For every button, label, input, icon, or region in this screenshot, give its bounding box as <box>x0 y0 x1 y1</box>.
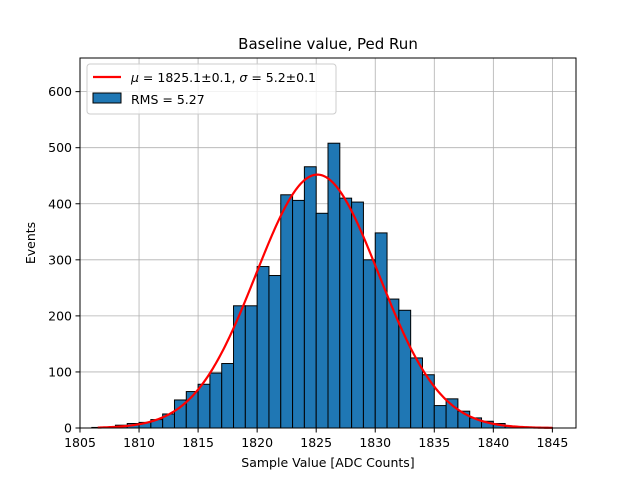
histogram-bars <box>91 142 553 429</box>
y-tick-label: 400 <box>48 196 72 211</box>
x-tick-label: 1845 <box>536 435 568 450</box>
x-tick-label: 1825 <box>300 435 332 450</box>
histogram-bar <box>209 372 223 429</box>
legend-fit-sigma-symbol: σ <box>239 70 248 85</box>
x-tick-label: 1835 <box>418 435 450 450</box>
histogram-bar <box>256 266 270 429</box>
x-axis-label: Sample Value [ADC Counts] <box>241 455 414 470</box>
gaussian-fit-curve <box>97 173 553 429</box>
histogram-bar <box>445 398 459 429</box>
y-tick-label: 600 <box>48 84 72 99</box>
x-tick-label: 1810 <box>123 435 155 450</box>
histogram-bar <box>197 383 211 429</box>
histogram-bar <box>280 194 294 429</box>
histogram-bar <box>292 199 305 429</box>
histogram-bar <box>244 305 258 429</box>
y-tick-label: 500 <box>48 140 72 155</box>
legend: μ = 1825.1±0.1, σ = 5.2±0.1 RMS = 5.27 <box>86 63 337 115</box>
histogram-bar <box>362 259 376 429</box>
histogram-bar <box>268 275 282 429</box>
x-tick-label: 1840 <box>477 435 509 450</box>
chart-title: Baseline value, Ped Run <box>238 35 418 53</box>
x-axis-ticks: 1805 1810 1815 1820 1825 1830 1835 1840 1845 <box>64 428 568 450</box>
y-axis-label: Events <box>23 222 38 264</box>
y-tick-label: 200 <box>48 308 72 323</box>
histogram-bar <box>433 405 447 429</box>
x-tick-label: 1805 <box>64 435 96 450</box>
x-tick-label: 1820 <box>241 435 273 450</box>
histogram-bar <box>327 142 341 429</box>
histogram-bar <box>315 212 329 429</box>
legend-fit-mu-symbol: μ <box>130 70 139 85</box>
legend-fit-mu-text: = 1825.1±0.1, <box>139 70 239 85</box>
x-tick-label: 1830 <box>359 435 391 450</box>
y-tick-label: 300 <box>48 252 72 267</box>
plot-frame <box>79 57 577 429</box>
histogram-bar <box>303 166 317 429</box>
histogram-bar <box>221 363 235 429</box>
legend-fit-sigma-text: = 5.2±0.1 <box>247 70 316 85</box>
legend-histogram-swatch <box>92 92 122 104</box>
histogram-bar <box>374 232 388 429</box>
y-tick-label: 100 <box>48 364 72 379</box>
y-tick-label: 0 <box>64 421 72 436</box>
legend-histogram-label: RMS = 5.27 <box>131 92 205 107</box>
histogram-bar <box>351 201 364 429</box>
x-tick-label: 1815 <box>182 435 214 450</box>
y-axis-ticks: 0 100 200 300 400 500 600 <box>48 84 80 436</box>
legend-box <box>86 63 337 115</box>
legend-fit-label: μ = 1825.1±0.1, σ = 5.2±0.1 <box>130 70 316 85</box>
histogram-bar <box>339 197 353 429</box>
